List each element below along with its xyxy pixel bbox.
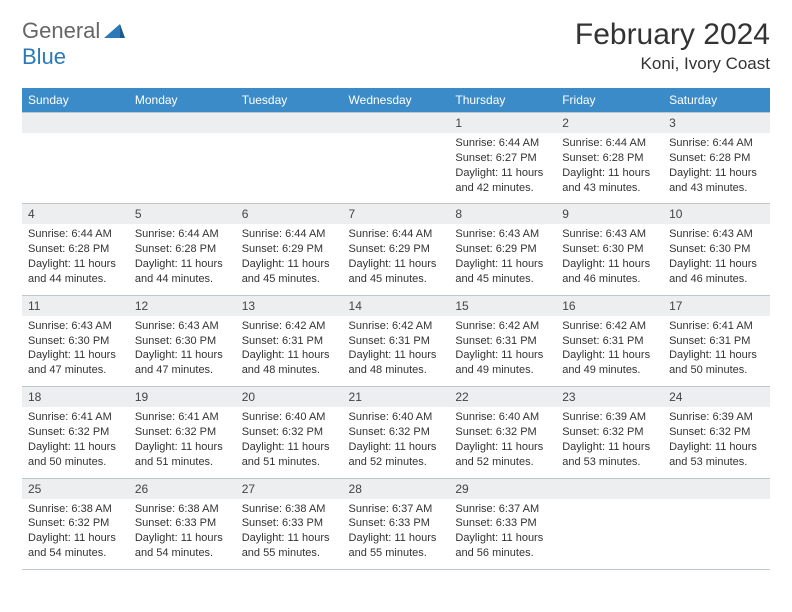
weekday-header: Saturday xyxy=(663,88,770,113)
month-title: February 2024 xyxy=(575,18,770,52)
day-number: 21 xyxy=(343,387,450,408)
day-details: Sunrise: 6:44 AMSunset: 6:27 PMDaylight:… xyxy=(449,133,556,204)
page-header: GeneralBlue February 2024 Koni, Ivory Co… xyxy=(22,18,770,74)
day-number: 6 xyxy=(236,204,343,225)
logo-triangle-icon xyxy=(104,18,126,43)
day-number: 17 xyxy=(663,295,770,316)
day-number: 19 xyxy=(129,387,236,408)
day-details xyxy=(129,133,236,204)
day-details: Sunrise: 6:38 AMSunset: 6:33 PMDaylight:… xyxy=(236,499,343,570)
day-number: 9 xyxy=(556,204,663,225)
day-details: Sunrise: 6:41 AMSunset: 6:31 PMDaylight:… xyxy=(663,316,770,387)
day-number: 4 xyxy=(22,204,129,225)
day-number xyxy=(663,478,770,499)
day-number: 2 xyxy=(556,113,663,134)
day-number-row: 18192021222324 xyxy=(22,387,770,408)
day-number xyxy=(236,113,343,134)
day-number: 5 xyxy=(129,204,236,225)
day-details: Sunrise: 6:42 AMSunset: 6:31 PMDaylight:… xyxy=(236,316,343,387)
day-details: Sunrise: 6:39 AMSunset: 6:32 PMDaylight:… xyxy=(556,407,663,478)
weekday-header: Friday xyxy=(556,88,663,113)
day-number: 16 xyxy=(556,295,663,316)
day-details: Sunrise: 6:42 AMSunset: 6:31 PMDaylight:… xyxy=(449,316,556,387)
day-number: 27 xyxy=(236,478,343,499)
day-details-row: Sunrise: 6:41 AMSunset: 6:32 PMDaylight:… xyxy=(22,407,770,478)
day-details xyxy=(663,499,770,570)
day-number: 3 xyxy=(663,113,770,134)
day-details: Sunrise: 6:43 AMSunset: 6:30 PMDaylight:… xyxy=(22,316,129,387)
day-details: Sunrise: 6:44 AMSunset: 6:28 PMDaylight:… xyxy=(556,133,663,204)
logo-text-general: General xyxy=(22,18,100,43)
calendar-table: Sunday Monday Tuesday Wednesday Thursday… xyxy=(22,88,770,570)
day-details-row: Sunrise: 6:43 AMSunset: 6:30 PMDaylight:… xyxy=(22,316,770,387)
day-details: Sunrise: 6:41 AMSunset: 6:32 PMDaylight:… xyxy=(22,407,129,478)
day-number: 24 xyxy=(663,387,770,408)
day-details: Sunrise: 6:43 AMSunset: 6:30 PMDaylight:… xyxy=(129,316,236,387)
day-number: 23 xyxy=(556,387,663,408)
day-number: 25 xyxy=(22,478,129,499)
day-details: Sunrise: 6:40 AMSunset: 6:32 PMDaylight:… xyxy=(236,407,343,478)
day-details: Sunrise: 6:39 AMSunset: 6:32 PMDaylight:… xyxy=(663,407,770,478)
day-details: Sunrise: 6:44 AMSunset: 6:28 PMDaylight:… xyxy=(22,224,129,295)
day-number: 26 xyxy=(129,478,236,499)
day-details: Sunrise: 6:43 AMSunset: 6:29 PMDaylight:… xyxy=(449,224,556,295)
day-number-row: 123 xyxy=(22,113,770,134)
day-number xyxy=(129,113,236,134)
day-number: 8 xyxy=(449,204,556,225)
logo: GeneralBlue xyxy=(22,18,126,70)
title-block: February 2024 Koni, Ivory Coast xyxy=(575,18,770,74)
day-details: Sunrise: 6:38 AMSunset: 6:32 PMDaylight:… xyxy=(22,499,129,570)
day-number: 14 xyxy=(343,295,450,316)
day-details xyxy=(556,499,663,570)
day-number: 29 xyxy=(449,478,556,499)
day-details: Sunrise: 6:42 AMSunset: 6:31 PMDaylight:… xyxy=(556,316,663,387)
day-number-row: 11121314151617 xyxy=(22,295,770,316)
day-number: 12 xyxy=(129,295,236,316)
day-number: 1 xyxy=(449,113,556,134)
day-number: 10 xyxy=(663,204,770,225)
weekday-header-row: Sunday Monday Tuesday Wednesday Thursday… xyxy=(22,88,770,113)
day-number: 28 xyxy=(343,478,450,499)
day-details: Sunrise: 6:44 AMSunset: 6:29 PMDaylight:… xyxy=(343,224,450,295)
day-number-row: 45678910 xyxy=(22,204,770,225)
logo-text-blue: Blue xyxy=(22,44,66,69)
day-number xyxy=(22,113,129,134)
weekday-header: Sunday xyxy=(22,88,129,113)
location: Koni, Ivory Coast xyxy=(575,54,770,74)
day-details: Sunrise: 6:37 AMSunset: 6:33 PMDaylight:… xyxy=(343,499,450,570)
day-number xyxy=(343,113,450,134)
day-details-row: Sunrise: 6:44 AMSunset: 6:28 PMDaylight:… xyxy=(22,224,770,295)
day-number xyxy=(556,478,663,499)
day-details: Sunrise: 6:40 AMSunset: 6:32 PMDaylight:… xyxy=(343,407,450,478)
day-number-row: 2526272829 xyxy=(22,478,770,499)
weekday-header: Wednesday xyxy=(343,88,450,113)
weekday-header: Tuesday xyxy=(236,88,343,113)
day-details: Sunrise: 6:43 AMSunset: 6:30 PMDaylight:… xyxy=(556,224,663,295)
day-number: 20 xyxy=(236,387,343,408)
day-details: Sunrise: 6:44 AMSunset: 6:28 PMDaylight:… xyxy=(129,224,236,295)
day-number: 18 xyxy=(22,387,129,408)
day-details: Sunrise: 6:38 AMSunset: 6:33 PMDaylight:… xyxy=(129,499,236,570)
day-details xyxy=(236,133,343,204)
weekday-header: Thursday xyxy=(449,88,556,113)
day-details-row: Sunrise: 6:38 AMSunset: 6:32 PMDaylight:… xyxy=(22,499,770,570)
day-number: 13 xyxy=(236,295,343,316)
day-details-row: Sunrise: 6:44 AMSunset: 6:27 PMDaylight:… xyxy=(22,133,770,204)
weekday-header: Monday xyxy=(129,88,236,113)
day-details xyxy=(343,133,450,204)
day-number: 22 xyxy=(449,387,556,408)
day-number: 11 xyxy=(22,295,129,316)
day-details: Sunrise: 6:43 AMSunset: 6:30 PMDaylight:… xyxy=(663,224,770,295)
day-details xyxy=(22,133,129,204)
day-number: 7 xyxy=(343,204,450,225)
day-details: Sunrise: 6:41 AMSunset: 6:32 PMDaylight:… xyxy=(129,407,236,478)
day-details: Sunrise: 6:40 AMSunset: 6:32 PMDaylight:… xyxy=(449,407,556,478)
day-details: Sunrise: 6:44 AMSunset: 6:28 PMDaylight:… xyxy=(663,133,770,204)
day-details: Sunrise: 6:37 AMSunset: 6:33 PMDaylight:… xyxy=(449,499,556,570)
day-details: Sunrise: 6:44 AMSunset: 6:29 PMDaylight:… xyxy=(236,224,343,295)
day-number: 15 xyxy=(449,295,556,316)
day-details: Sunrise: 6:42 AMSunset: 6:31 PMDaylight:… xyxy=(343,316,450,387)
